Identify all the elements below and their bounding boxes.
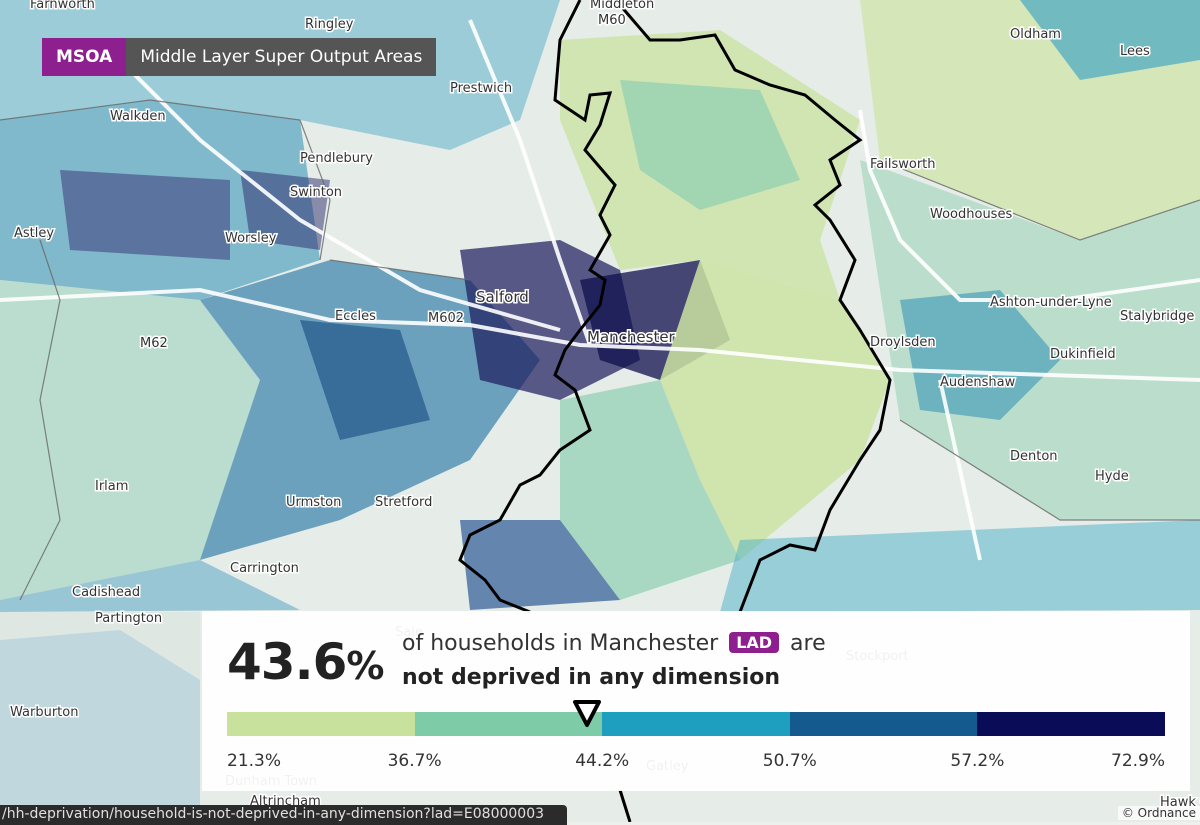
place-label: Hyde [1095,469,1129,484]
place-label: Ringley [305,17,354,32]
status-url: /hh-deprivation/household-is-not-deprive… [0,805,567,825]
place-label: Ashton-under-Lyne [990,295,1112,310]
headline-value: 43.6% [227,633,384,691]
area-type-badge: LAD [729,632,780,653]
legend-tick-label: 44.2% [575,751,630,771]
place-label: Urmston [286,495,341,510]
legend-tick-label: 50.7% [762,751,817,771]
legend-segment[interactable] [977,712,1165,736]
place-label: Lees [1120,44,1150,59]
legend-segment[interactable] [414,712,603,736]
legend-ticks: 21.3% 36.7% 44.2% 50.7% 57.2% 72.9% [227,751,1165,775]
manchester-boundary-south [618,789,632,822]
place-label: Stretford [375,495,432,510]
value-marker-icon [573,700,602,727]
place-label: Woodhouses [930,207,1012,222]
place-label: Astley [14,226,54,241]
place-label: Middleton [590,0,654,12]
district-boundaries [0,99,1200,601]
place-label: M62 [140,336,168,351]
place-label: Worsley [225,231,277,246]
headline-number: 43.6 [227,633,347,691]
description-line-1: of households in Manchester LAD are [402,631,826,656]
legend-tick-label: 72.9% [1111,751,1166,771]
legend-tick-label: 21.3% [227,751,282,771]
place-label: Irlam [95,479,128,494]
place-label: Partington [95,611,162,626]
place-label: Cadishead [72,585,140,600]
place-label: Swinton [290,185,342,200]
manchester-boundary [458,0,892,614]
place-label: Walkden [110,109,166,124]
legend-segment[interactable] [602,712,790,736]
place-label: Stalybridge [1120,309,1194,324]
place-label: Dukinfield [1050,347,1116,362]
place-label: M60 [598,13,626,28]
place-label: Warburton [10,705,78,720]
place-label: Audenshaw [940,375,1016,390]
geography-code: MSOA [42,38,127,76]
road-network [0,19,1200,561]
place-label: Prestwich [450,81,512,96]
place-label: Manchester [587,328,676,346]
description-suffix: are [790,631,826,656]
place-label: Failsworth [870,157,936,172]
place-label: Denton [1010,449,1058,464]
legend-tick-label: 36.7% [387,751,442,771]
place-label: Droylsden [870,335,936,350]
geography-name: Middle Layer Super Output Areas [126,38,437,76]
headline-unit: % [346,644,384,688]
place-label: Eccles [335,309,376,324]
description-line-2: not deprived in any dimension [402,665,781,690]
place-label: Pendlebury [300,151,373,166]
legend-segment[interactable] [227,712,415,736]
place-label: M602 [428,311,464,326]
place-label: Farnworth [30,0,95,12]
geography-badge[interactable]: MSOA Middle Layer Super Output Areas [42,38,437,76]
place-label: Carrington [230,561,299,576]
description-prefix: of households in Manchester [402,631,719,656]
place-label: Oldham [1010,27,1061,42]
map-attribution[interactable]: © Ordnance [1117,806,1200,820]
place-label: Salford [476,288,529,306]
legend-tick-label: 57.2% [950,751,1005,771]
legend-segment[interactable] [789,712,978,736]
info-panel: 43.6% of households in Manchester LAD ar… [202,611,1190,791]
legend-scale-bar[interactable] [227,712,1165,736]
